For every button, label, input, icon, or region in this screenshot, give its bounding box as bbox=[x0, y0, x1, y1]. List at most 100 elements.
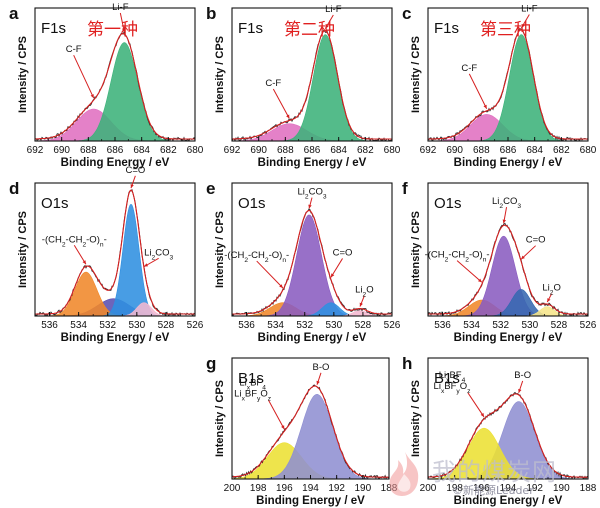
x-tick-label: 536 bbox=[434, 320, 451, 331]
method-label: 第二种 bbox=[284, 20, 335, 40]
x-tick-label: 528 bbox=[355, 320, 372, 331]
x-tick-label: 200 bbox=[224, 483, 241, 494]
peak-component-b-o bbox=[232, 393, 389, 480]
x-tick-label: 194 bbox=[500, 483, 517, 494]
x-tick-label: 688 bbox=[80, 145, 97, 156]
watermark bbox=[380, 448, 595, 500]
annotation-arrowhead bbox=[325, 24, 329, 29]
annotation-arrow bbox=[456, 260, 483, 283]
x-axis-label: Binding Energy / eV bbox=[454, 495, 563, 507]
x-tick-label: 196 bbox=[276, 483, 293, 494]
x-tick-label: 192 bbox=[526, 483, 543, 494]
x-tick-label: 686 bbox=[304, 145, 321, 156]
panel-letter: e bbox=[206, 179, 215, 198]
annotation-arrowhead bbox=[502, 219, 506, 224]
fit-envelope-line bbox=[428, 224, 588, 315]
annotation-label: C-F bbox=[461, 63, 477, 74]
x-tick-label: 190 bbox=[354, 483, 371, 494]
x-tick-label: 536 bbox=[238, 320, 255, 331]
panel-letter: b bbox=[206, 4, 216, 23]
y-axis-label: Intensity / CPS bbox=[17, 211, 29, 288]
x-tick-label: 200 bbox=[420, 483, 437, 494]
annotation-arrow bbox=[468, 73, 488, 109]
annotation-arrowhead bbox=[521, 24, 525, 29]
annotation-arrowhead bbox=[316, 380, 320, 385]
x-tick-label: 680 bbox=[580, 145, 597, 156]
annotation-arrowhead bbox=[281, 425, 285, 430]
x-axis-label: Binding Energy / eV bbox=[454, 332, 563, 344]
annotation-arrowhead bbox=[130, 184, 134, 189]
watermark-text: 我的煤炭网 bbox=[432, 458, 557, 486]
panel-letter: g bbox=[206, 354, 216, 373]
panel-g: 200 198 196 194 192 190 188 Binding Energy / eV… bbox=[206, 354, 398, 507]
panel-letter: f bbox=[402, 179, 408, 198]
x-tick-label: 532 bbox=[492, 320, 509, 331]
annotation-label: C=O bbox=[333, 247, 353, 258]
x-tick-label: 684 bbox=[526, 145, 543, 156]
annotation-arrowhead bbox=[330, 273, 335, 278]
x-tick-label: 690 bbox=[53, 145, 70, 156]
x-tick-label: 690 bbox=[250, 145, 267, 156]
method-label: 第三种 bbox=[480, 20, 531, 40]
annotation-arrowhead bbox=[279, 284, 283, 288]
x-tick-label: 198 bbox=[446, 483, 463, 494]
annotation-label: LixBFyOz bbox=[434, 381, 471, 395]
method-label: 第一种 bbox=[87, 20, 138, 40]
panel-h: 200 198 196 194 192 190 188 Binding Energy / eV… bbox=[402, 354, 597, 507]
core-level-label: O1s bbox=[41, 195, 69, 212]
x-tick-label: 534 bbox=[463, 320, 480, 331]
core-level-label: B1s bbox=[238, 370, 264, 387]
panel-b: 692 690 688 686 684 682 680 Binding Energy / eV… bbox=[206, 4, 401, 169]
annotation-label: LixBF4 bbox=[439, 370, 466, 384]
panel-f: 536 534 532 530 528 526 Binding Energy / eV Int… bbox=[402, 179, 597, 344]
y-axis-label: Intensity / CPS bbox=[214, 36, 226, 113]
x-tick-label: 526 bbox=[580, 320, 597, 331]
x-tick-label: 528 bbox=[158, 320, 175, 331]
plot-frame bbox=[427, 182, 589, 317]
x-tick-label: 680 bbox=[187, 145, 204, 156]
annotation-arrowhead bbox=[521, 255, 525, 260]
annotation-label: Li2O bbox=[542, 283, 561, 297]
x-tick-label: 534 bbox=[70, 320, 87, 331]
fit-envelope-line bbox=[232, 209, 392, 315]
annotation-label: B-O bbox=[514, 370, 531, 381]
core-level-label: O1s bbox=[434, 195, 462, 212]
x-tick-label: 530 bbox=[521, 320, 538, 331]
panel-a: 692 690 688 686 684 682 680 Binding Energy / eV… bbox=[9, 2, 204, 169]
x-axis-label: Binding Energy / eV bbox=[258, 157, 367, 169]
annotation-arrowhead bbox=[121, 28, 126, 32]
annotation-arrowhead bbox=[478, 278, 482, 283]
annotation-arrow bbox=[268, 400, 285, 430]
x-tick-label: 686 bbox=[500, 145, 517, 156]
annotation-label: LixBFyOz bbox=[234, 388, 271, 402]
x-tick-label: 690 bbox=[446, 145, 463, 156]
plot-frame bbox=[34, 182, 196, 317]
x-tick-label: 528 bbox=[551, 320, 568, 331]
y-axis-label: Intensity / CPS bbox=[410, 211, 422, 288]
annotation-label: Li2CO3 bbox=[297, 187, 326, 201]
core-level-label: F1s bbox=[41, 20, 66, 37]
x-tick-label: 532 bbox=[296, 320, 313, 331]
annotation-label: C-F bbox=[265, 78, 281, 89]
y-axis-label: Intensity / CPS bbox=[17, 36, 29, 113]
x-tick-label: 688 bbox=[473, 145, 490, 156]
annotation-label: C-F bbox=[66, 44, 82, 55]
annotation-arrowhead bbox=[480, 413, 484, 417]
annotation-arrowhead bbox=[90, 94, 94, 99]
core-level-label: F1s bbox=[238, 20, 263, 37]
x-tick-label: 530 bbox=[325, 320, 342, 331]
x-tick-label: 196 bbox=[473, 483, 490, 494]
x-tick-label: 684 bbox=[133, 145, 150, 156]
annotation-arrow bbox=[73, 55, 95, 99]
annotation-arrow bbox=[272, 88, 290, 119]
annotation-arrowhead bbox=[359, 302, 363, 307]
panel-d: 536 534 532 530 528 526 Binding Energy / eV Int… bbox=[9, 165, 204, 344]
panel-letter: h bbox=[402, 354, 412, 373]
x-tick-label: 532 bbox=[99, 320, 116, 331]
annotation-label: Li-F bbox=[325, 4, 342, 15]
peak-component-li2co3 bbox=[428, 235, 588, 317]
x-tick-label: 188 bbox=[580, 483, 597, 494]
flame-logo-icon bbox=[389, 452, 419, 496]
fit-envelope-line bbox=[35, 189, 195, 315]
core-level-label: F1s bbox=[434, 20, 459, 37]
